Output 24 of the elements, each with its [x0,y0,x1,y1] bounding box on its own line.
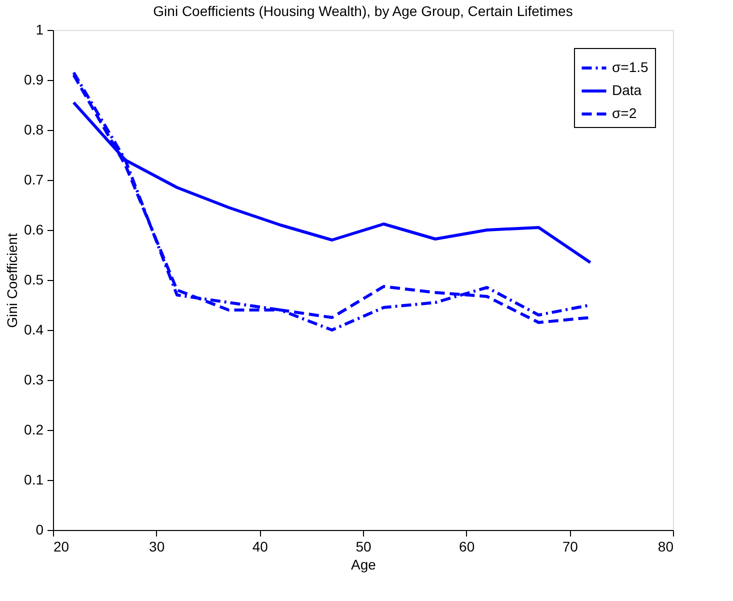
y-tick-label: 0.3 [24,372,44,388]
x-tick-label: 40 [252,538,268,554]
x-tick-label: 50 [356,538,372,554]
y-tick-label: 0.9 [24,72,44,88]
chart-title: Gini Coefficients (Housing Wealth), by Age Group, Certain Lifetimes [153,3,573,19]
y-tick-label: 0.1 [24,472,44,488]
x-tick-label: 20 [54,538,70,554]
x-tick-label: 70 [562,538,578,554]
y-tick-label: 1 [36,22,44,38]
y-tick-label: 0.7 [24,172,44,188]
y-tick-label: 0.5 [24,272,44,288]
legend-label: Data [612,82,642,98]
legend-label: σ=2 [612,105,637,121]
x-axis-title: Age [351,556,376,572]
y-tick-label: 0.4 [24,322,44,338]
x-tick-label: 80 [658,538,674,554]
y-tick-label: 0.2 [24,422,44,438]
x-tick-label: 60 [459,538,475,554]
y-tick-label: 0.6 [24,222,44,238]
y-axis-title: Gini Coefficient [4,233,20,328]
legend-label: σ=1.5 [612,59,648,75]
x-tick-label: 30 [149,538,165,554]
y-tick-label: 0 [36,522,44,538]
y-tick-label: 0.8 [24,122,44,138]
